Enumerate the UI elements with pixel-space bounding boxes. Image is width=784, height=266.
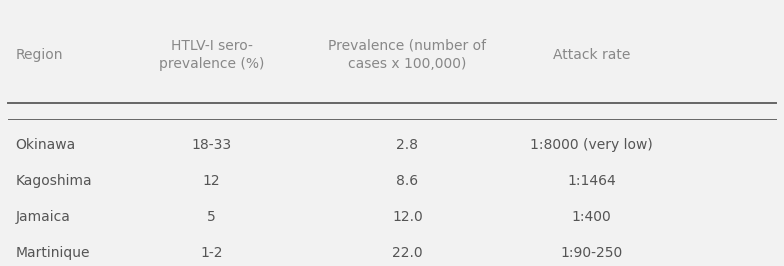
Text: Martinique: Martinique: [16, 246, 90, 260]
Text: 18-33: 18-33: [191, 138, 231, 152]
Text: 1:1464: 1:1464: [568, 174, 616, 188]
Text: Jamaica: Jamaica: [16, 210, 71, 224]
Text: 2.8: 2.8: [397, 138, 419, 152]
Text: 5: 5: [207, 210, 216, 224]
Text: 12.0: 12.0: [392, 210, 423, 224]
Text: 8.6: 8.6: [396, 174, 419, 188]
Text: HTLV-I sero-
prevalence (%): HTLV-I sero- prevalence (%): [158, 39, 264, 71]
Text: 12: 12: [202, 174, 220, 188]
Text: Okinawa: Okinawa: [16, 138, 76, 152]
Text: 1:8000 (very low): 1:8000 (very low): [531, 138, 653, 152]
Text: 1:90-250: 1:90-250: [561, 246, 623, 260]
Text: 22.0: 22.0: [392, 246, 423, 260]
Text: Prevalence (number of
cases x 100,000): Prevalence (number of cases x 100,000): [328, 39, 486, 71]
Text: 1:400: 1:400: [572, 210, 612, 224]
Text: Kagoshima: Kagoshima: [16, 174, 93, 188]
Text: Attack rate: Attack rate: [553, 48, 630, 62]
Text: 1-2: 1-2: [200, 246, 223, 260]
Text: Region: Region: [16, 48, 63, 62]
